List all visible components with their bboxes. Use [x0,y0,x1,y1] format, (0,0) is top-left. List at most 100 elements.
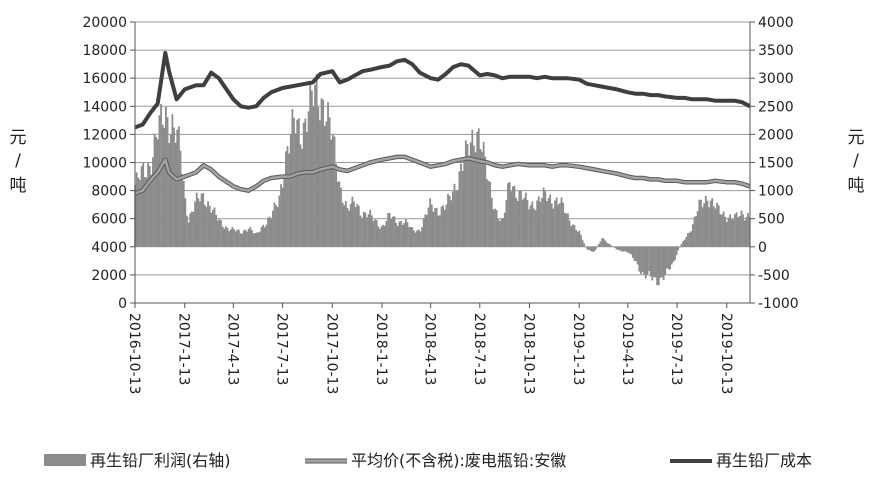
profit-bar [724,216,727,247]
left-axis-tick-label: 10000 [82,156,127,172]
profit-bar [228,231,231,247]
legend-label-cost: 再生铅厂成本 [716,451,812,470]
profit-bar [492,209,495,247]
profit-bar [372,220,375,247]
profit-bar [474,152,477,247]
profit-bar [641,246,644,273]
profit-bar [224,226,227,247]
profit-bar [471,129,474,247]
profit-bar [158,115,161,247]
profit-bar [435,207,438,247]
profit-bar [479,148,482,247]
profit-bar [192,211,195,247]
profit-bar [725,221,728,247]
profit-bar [369,209,372,247]
profit-bar [507,183,509,247]
profit-bar [557,204,560,247]
x-axis-tick-label: 2017-1-13 [176,313,192,385]
profit-bar [231,226,234,247]
left-axis-tick-label: 8000 [91,184,127,200]
profit-bar [336,181,339,247]
profit-bar [469,142,472,247]
profit-bar [662,246,665,280]
profit-bar [678,246,681,248]
profit-bar [296,119,299,247]
profit-bar [743,220,746,247]
profit-bar [294,133,297,247]
x-axis-tick-label: 2019-4-13 [619,313,635,385]
profit-bar [625,246,628,252]
right-axis-unit-label: 元 / 吨 [848,128,865,196]
profit-bar [186,215,188,247]
profit-bar [742,214,744,247]
profit-bar [630,246,633,255]
profit-bar [528,209,530,247]
profit-bar [602,238,605,247]
profit-bar [667,246,670,270]
profit-bar [390,218,393,247]
profit-bar [571,224,574,247]
profit-bar [643,246,646,275]
axis-unit-glyph: / [853,151,859,171]
right-axis-tick-label: 2500 [758,99,794,115]
profit-bar [696,211,699,247]
left-axis-tick-label: 2000 [91,268,127,284]
profit-bar [299,144,302,247]
profit-bar [536,200,539,247]
profit-bar [276,207,279,247]
profit-bar [379,228,381,247]
profit-bar [635,246,637,262]
profit-bar [220,220,222,247]
left-axis-unit-label: 元 / 吨 [10,128,27,196]
profit-bar [281,187,284,247]
profit-bar [387,213,389,247]
profit-bar [259,231,261,247]
profit-bar [391,216,394,247]
profit-bar [567,213,569,247]
profit-bar [747,213,749,247]
profit-bar [570,226,573,247]
profit-bar [620,246,623,252]
profit-bar [210,212,213,247]
profit-bar [163,127,166,247]
profit-bar [233,229,235,247]
profit-bar [539,201,542,247]
profit-bar [331,134,334,247]
profit-bar [200,193,203,247]
profit-bar [152,157,154,247]
profit-bar [738,215,741,247]
profit-bar [541,197,543,247]
profit-bar [207,201,209,247]
profit-bar [341,202,344,247]
x-axis-tick-label: 2017-10-13 [323,313,339,394]
profit-bar [153,133,156,247]
right-axis-tick-label: -1000 [758,296,799,312]
profit-bar [340,187,342,247]
profit-bar [169,134,172,247]
profit-bar [706,200,709,247]
axis-unit-glyph: 吨 [848,176,865,196]
profit-bar [712,206,715,247]
profit-bar [589,246,592,251]
profit-bar [464,140,467,247]
profit-bar [385,220,388,247]
profit-bar [330,139,333,247]
profit-bar [495,210,498,247]
profit-bar [494,208,496,247]
profit-bar [205,206,208,247]
left-axis-tick-label: 16000 [82,71,127,87]
profit-bar [364,212,367,247]
profit-bar [546,201,548,247]
profit-bar [609,244,612,247]
profit-bar [661,246,663,278]
profit-bar [165,106,167,247]
profit-bar [461,171,464,247]
profit-bar [338,181,341,247]
profit-bar [651,246,654,281]
profit-bar [314,84,316,247]
profit-bar [317,106,320,247]
profit-bar [406,222,409,247]
profit-bar [586,246,589,250]
profit-bar [653,246,655,277]
profit-bar [142,163,145,247]
